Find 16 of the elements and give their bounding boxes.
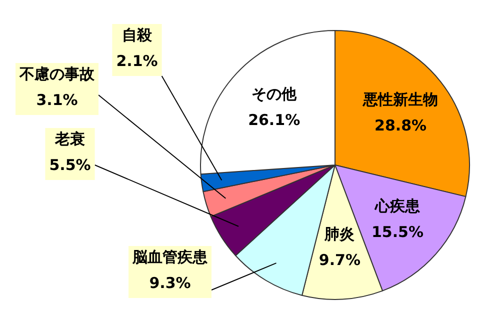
data-label: 5.5% — [49, 156, 91, 174]
data-label: 2.1% — [116, 52, 158, 70]
slice-label: 不慮の事故 — [18, 64, 96, 83]
data-label: 9.3% — [149, 274, 191, 292]
slice-label: 肺炎 — [324, 225, 355, 244]
slice-label: その他 — [252, 84, 298, 103]
slice-label: 悪性新生物 — [362, 90, 438, 108]
data-label: 3.1% — [36, 90, 78, 109]
data-label: 15.5% — [371, 223, 424, 242]
data-label: 9.7% — [318, 251, 361, 270]
slice-label: 自殺 — [122, 26, 153, 44]
data-label: 28.8% — [374, 116, 427, 134]
slice-label: 心疾患 — [374, 197, 422, 216]
slice-label: 脳血管疾患 — [132, 248, 208, 266]
data-label: 26.1% — [248, 110, 300, 129]
slice-label: 老衰 — [54, 130, 85, 148]
